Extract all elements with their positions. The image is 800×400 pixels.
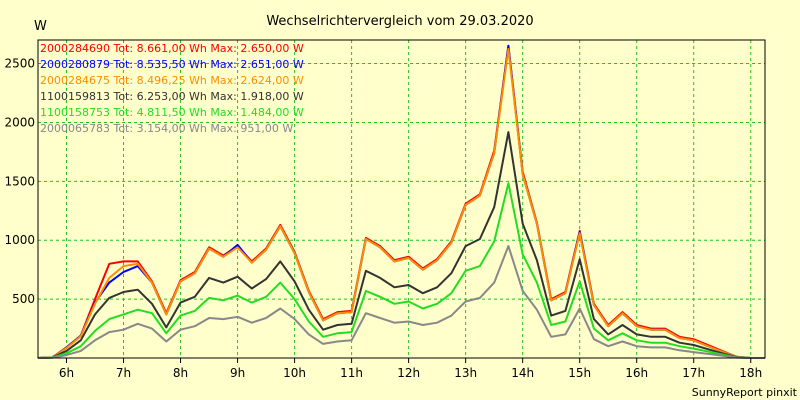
footer-credit: SunnyReport pinxit: [692, 386, 798, 399]
series-line-1100158753: [37, 182, 765, 359]
legend-entry-2000284690: 2000284690 Tot: 8.661,00 Wh Max: 2.650,0…: [40, 42, 304, 55]
x-tick-label: 9h: [230, 366, 245, 380]
x-tick-label: 6h: [59, 366, 74, 380]
y-tick-label: 500: [12, 292, 35, 306]
x-tick-label: 10h: [283, 366, 306, 380]
x-tick-label: 11h: [340, 366, 363, 380]
y-tick-label: 2000: [4, 115, 35, 129]
series-line-1100159813: [37, 131, 765, 359]
legend-entry-1100159813: 1100159813 Tot: 6.253,00 Wh Max: 1.918,0…: [40, 90, 304, 103]
axes: 500 1000 1500 2000 2500 6h 7h 8h 9h 10h 11h 12h 13h 1…: [4, 39, 766, 380]
x-tick-label: 15h: [568, 366, 591, 380]
legend-entry-1100158753: 1100158753 Tot: 4.811,50 Wh Max: 1.484,0…: [40, 106, 304, 119]
series-line-2000065783: [37, 245, 765, 359]
legend-entry-2000284675: 2000284675 Tot: 8.496,25 Wh Max: 2.624,0…: [40, 74, 304, 87]
x-tick-label: 8h: [173, 366, 188, 380]
legend-entry-2000065783: 2000065783 Tot: 3.154,00 Wh Max: 951,00 …: [40, 122, 293, 135]
x-tick-label: 14h: [511, 366, 534, 380]
x-tick-label: 12h: [397, 366, 420, 380]
y-axis-unit: W: [34, 19, 47, 34]
legend-entry-2000280879: 2000280879 Tot: 8.535,50 Wh Max: 2.651,0…: [40, 58, 304, 71]
y-tick-label: 1500: [4, 174, 35, 188]
x-tick-label: 13h: [454, 366, 477, 380]
series-lines: [37, 44, 765, 359]
legend: 2000284690 Tot: 8.661,00 Wh Max: 2.650,0…: [40, 42, 304, 135]
x-tick-label: 18h: [739, 366, 762, 380]
plot-frame: [37, 39, 766, 359]
x-tick-label: 17h: [682, 366, 705, 380]
chart-title: Wechselrichtervergleich vom 29.03.2020: [266, 14, 533, 29]
x-tick-label: 16h: [625, 366, 648, 380]
x-tick-label: 7h: [116, 366, 131, 380]
y-tick-label: 2500: [4, 57, 35, 71]
series-line-2000284675: [37, 48, 765, 359]
y-tick-label: 1000: [4, 233, 35, 247]
